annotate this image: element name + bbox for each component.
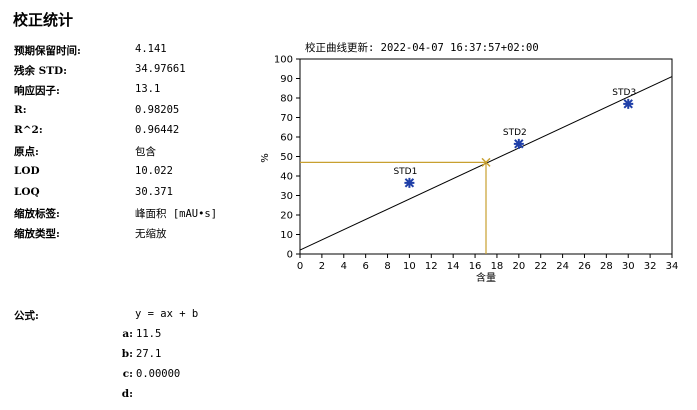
data-point [623, 98, 634, 109]
x-tick-label: 32 [644, 261, 657, 272]
y-tick-label: 90 [280, 74, 293, 85]
data-point [513, 138, 524, 149]
coefficient-value: 27.1 [136, 348, 162, 360]
x-tick-label: 20 [512, 261, 525, 272]
x-tick-label: 22 [534, 261, 547, 272]
x-tick-label: 10 [403, 261, 416, 272]
x-tick-label: 12 [425, 261, 438, 272]
x-tick-label: 34 [666, 261, 679, 272]
x-tick-label: 28 [600, 261, 613, 272]
fit-line [299, 76, 673, 251]
plot-frame [299, 58, 673, 255]
y-tick-label: 20 [280, 211, 293, 222]
y-axis-label: % [260, 153, 271, 163]
chart-title: 校正曲线更新: 2022-04-07 16:37:57+02:00 [305, 42, 539, 54]
prop-label: 缩放标签: [14, 208, 60, 220]
prop-label: 残余 STD: [14, 65, 68, 77]
coefficient-value: 11.5 [136, 328, 162, 340]
x-tick-label: 0 [297, 261, 303, 272]
prop-value: 0.96442 [135, 124, 180, 136]
formula-label: 公式: [14, 310, 39, 322]
coefficient-value: 0.00000 [136, 368, 181, 380]
prop-value: 0.98205 [135, 104, 180, 116]
y-tick-label: 40 [280, 172, 293, 183]
y-tick-label: 0 [287, 250, 293, 261]
coefficient-name: a: [122, 328, 133, 340]
y-tick-label: 10 [280, 230, 293, 241]
x-tick-label: 4 [341, 261, 347, 272]
prop-value: 4.141 [135, 43, 167, 55]
coefficient-name: b: [121, 348, 133, 360]
x-tick-label: 26 [578, 261, 591, 272]
prop-label: LOD [14, 165, 40, 177]
y-tick-label: 50 [280, 152, 293, 163]
prop-label: 响应因子: [14, 85, 60, 97]
x-tick-label: 14 [447, 261, 460, 272]
x-tick-label: 18 [491, 261, 504, 272]
prop-value: 30.371 [135, 186, 173, 198]
x-tick-label: 30 [622, 261, 635, 272]
x-axis-label: 含量 [476, 271, 496, 284]
y-tick-label: 30 [280, 191, 293, 202]
prop-value: 13.1 [135, 83, 161, 95]
prop-value: 包含 [135, 146, 156, 158]
prop-label: 缩放类型: [14, 228, 60, 240]
prop-label: 原点: [14, 146, 39, 158]
y-tick-label: 70 [280, 113, 293, 124]
prop-label: 预期保留时间: [14, 45, 81, 57]
prop-label: LOQ [14, 186, 40, 198]
x-tick-label: 16 [469, 261, 482, 272]
prop-label: R^2: [14, 124, 43, 136]
prop-value: 峰面积 [mAU•s] [135, 208, 218, 220]
data-point-label: STD2 [503, 128, 527, 138]
prop-value: 10.022 [135, 165, 173, 177]
x-tick-label: 24 [556, 261, 569, 272]
y-tick-label: 100 [274, 55, 293, 66]
y-tick-label: 60 [280, 133, 293, 144]
x-tick-label: 6 [362, 261, 368, 272]
coefficient-name: d: [121, 388, 133, 400]
x-tick-label: 8 [384, 261, 390, 272]
data-point [404, 177, 415, 188]
prop-label: R: [14, 104, 27, 116]
coefficient-name: c: [122, 368, 133, 380]
data-point-label: STD1 [393, 167, 417, 177]
page-title: 校正统计 [13, 11, 74, 29]
prop-value: 34.97661 [135, 63, 186, 75]
marker-cross [481, 157, 491, 167]
data-point-label: STD3 [612, 88, 636, 98]
formula-expression: y = ax + b [135, 308, 199, 320]
x-tick-label: 2 [319, 261, 325, 272]
y-tick-label: 80 [280, 94, 293, 105]
prop-value: 无缩放 [135, 228, 167, 240]
